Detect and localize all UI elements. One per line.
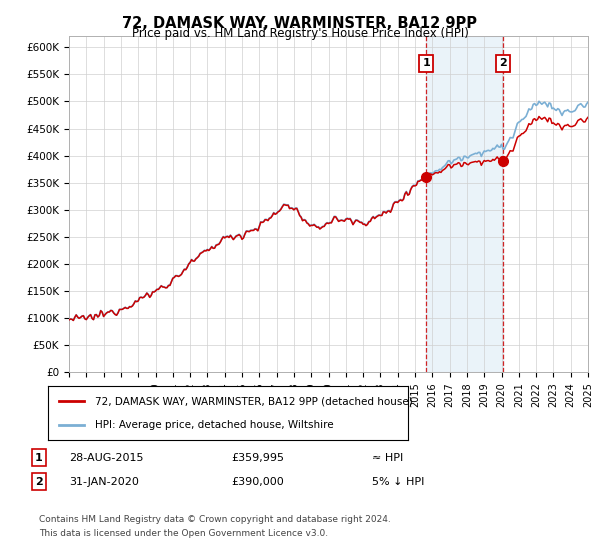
Text: 1: 1	[422, 58, 430, 68]
Text: 5% ↓ HPI: 5% ↓ HPI	[372, 477, 424, 487]
Text: ≈ HPI: ≈ HPI	[372, 452, 403, 463]
Text: 2: 2	[35, 477, 43, 487]
Bar	[426, 36, 503, 372]
Text: £390,000: £390,000	[231, 477, 284, 487]
Text: 28-AUG-2015: 28-AUG-2015	[69, 452, 143, 463]
Text: Price paid vs. HM Land Registry's House Price Index (HPI): Price paid vs. HM Land Registry's House …	[131, 27, 469, 40]
Text: Contains HM Land Registry data © Crown copyright and database right 2024.: Contains HM Land Registry data © Crown c…	[39, 515, 391, 524]
Text: This data is licensed under the Open Government Licence v3.0.: This data is licensed under the Open Gov…	[39, 529, 328, 538]
Text: 72, DAMASK WAY, WARMINSTER, BA12 9PP (detached house): 72, DAMASK WAY, WARMINSTER, BA12 9PP (de…	[95, 396, 413, 407]
Text: 2: 2	[499, 58, 507, 68]
Text: 31-JAN-2020: 31-JAN-2020	[69, 477, 139, 487]
Text: £359,995: £359,995	[231, 452, 284, 463]
Text: HPI: Average price, detached house, Wiltshire: HPI: Average price, detached house, Wilt…	[95, 419, 334, 430]
Text: 72, DAMASK WAY, WARMINSTER, BA12 9PP: 72, DAMASK WAY, WARMINSTER, BA12 9PP	[122, 16, 478, 31]
Text: 1: 1	[35, 452, 43, 463]
